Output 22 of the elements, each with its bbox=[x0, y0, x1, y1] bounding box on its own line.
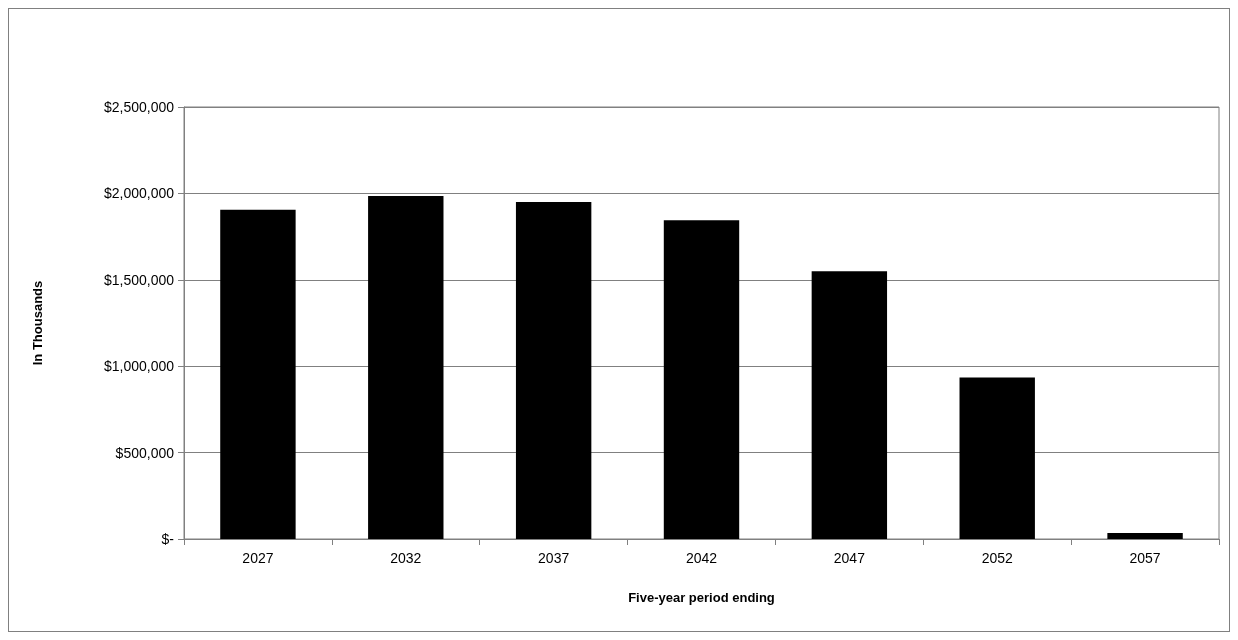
bar bbox=[811, 271, 888, 539]
bar bbox=[515, 202, 592, 539]
bar bbox=[368, 195, 444, 539]
bar bbox=[959, 377, 1035, 539]
bar bbox=[663, 220, 740, 539]
y-tick-label: $2,500,000 bbox=[103, 99, 175, 115]
bar bbox=[1107, 532, 1183, 539]
y-tick-label: $2,000,000 bbox=[103, 185, 175, 202]
y-tick-label: $1,000,000 bbox=[103, 358, 175, 375]
x-tick-label: 2032 bbox=[390, 550, 422, 566]
y-axis-title: In Thousands bbox=[30, 280, 45, 366]
x-tick-label: 2027 bbox=[242, 550, 274, 566]
x-tick-label: 2057 bbox=[1129, 550, 1161, 566]
y-tick-label: $500,000 bbox=[115, 444, 175, 461]
x-axis-title: Five-year period ending bbox=[628, 590, 775, 605]
bar bbox=[220, 209, 296, 539]
x-tick-label: 2042 bbox=[685, 550, 718, 566]
x-tick-label: 2047 bbox=[833, 550, 866, 566]
x-tick-label: 2037 bbox=[538, 550, 570, 566]
y-tick-label: $1,500,000 bbox=[103, 271, 175, 288]
y-tick-label: $- bbox=[161, 531, 175, 547]
x-tick-label: 2052 bbox=[981, 550, 1013, 566]
